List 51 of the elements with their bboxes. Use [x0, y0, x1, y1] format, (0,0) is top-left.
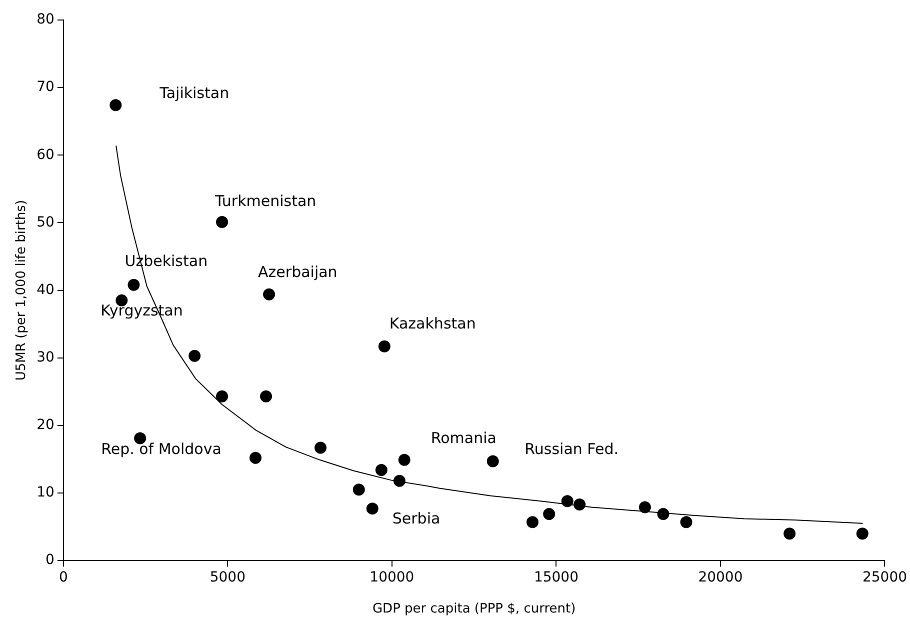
annotation: Serbia	[392, 509, 440, 528]
point	[657, 508, 670, 520]
point	[680, 516, 692, 528]
point	[561, 495, 574, 508]
point	[314, 442, 327, 454]
point	[250, 452, 262, 464]
y-tick-label: 30	[36, 350, 54, 366]
annotation: Tajikistan	[158, 84, 230, 102]
y-tick-label: 10	[36, 484, 54, 501]
point	[378, 340, 390, 352]
point	[393, 474, 406, 487]
y-tick-label: 0	[45, 552, 54, 568]
point	[398, 454, 410, 466]
y-tick-label: 50	[36, 214, 54, 230]
point	[543, 508, 556, 520]
y-tick-label: 70	[36, 79, 54, 96]
x-tick-label: 15000	[534, 570, 578, 586]
point	[216, 390, 228, 402]
y-tick-label: 40	[36, 282, 54, 298]
annotation: Rep. of Moldova	[101, 440, 222, 458]
x-tick-label: 25000	[862, 570, 908, 586]
annotation: Romania	[430, 429, 496, 448]
point	[375, 464, 388, 476]
point	[134, 432, 146, 444]
x-tick-label: 5000	[210, 570, 246, 586]
x-axis-title: GDP per capita (PPP $, current)	[372, 602, 576, 617]
point	[526, 516, 538, 528]
point	[856, 528, 868, 540]
point	[784, 528, 796, 540]
x-tick-label: 0	[58, 570, 68, 586]
point	[366, 502, 378, 515]
annotation: Russian Fed.	[524, 440, 619, 458]
annotation: Kazakhstan	[389, 314, 476, 332]
point	[263, 288, 276, 300]
point	[110, 99, 122, 112]
annotation: Azerbaijan	[258, 263, 338, 282]
point	[574, 498, 586, 511]
point	[260, 390, 272, 402]
y-tick-label: 20	[36, 417, 54, 434]
point	[638, 501, 651, 514]
point	[216, 216, 228, 228]
point	[486, 455, 499, 468]
x-tick-label: 10000	[370, 570, 414, 586]
annotation: Turkmenistan	[214, 192, 316, 210]
y-axis-title: U5MR (per 1,000 life births)	[14, 200, 30, 381]
point	[188, 350, 201, 362]
x-tick-label: 20000	[698, 570, 743, 586]
point	[128, 278, 140, 291]
y-tick-label: 80	[36, 12, 54, 28]
y-tick-label: 60	[36, 146, 54, 163]
point	[352, 484, 365, 496]
